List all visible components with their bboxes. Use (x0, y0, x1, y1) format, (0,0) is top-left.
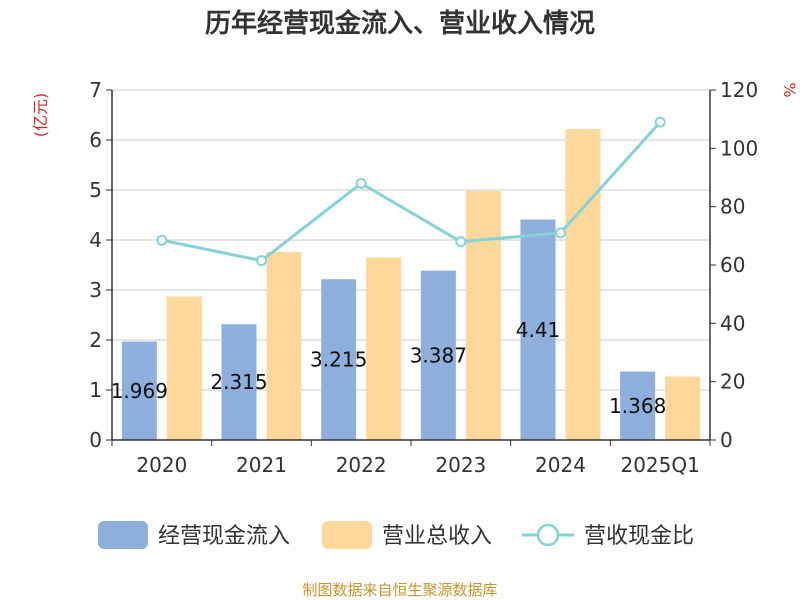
x-tick-label: 2023 (435, 453, 486, 477)
right-tick-label: 20 (720, 370, 745, 394)
legend-swatch (98, 521, 148, 549)
x-tick-label: 2024 (535, 453, 586, 477)
ratio-point (455, 236, 467, 248)
revenue-bar (266, 252, 302, 440)
right-tick-label: 60 (720, 253, 745, 277)
left-tick-label: 7 (89, 78, 102, 102)
right-tick-label: 80 (720, 195, 745, 219)
left-axis-unit: (亿元) (31, 93, 50, 138)
left-tick-label: 2 (89, 328, 102, 352)
source-note: 制图数据来自恒生聚源数据库 (302, 581, 497, 599)
revenue-bar (366, 257, 402, 440)
bar-data-label: 2.315 (210, 370, 267, 394)
legend-swatch (322, 521, 372, 549)
right-tick-label: 40 (720, 311, 745, 335)
right-tick-label: 100 (720, 136, 758, 160)
x-tick-label: 2021 (236, 453, 287, 477)
bar-data-label: 3.387 (410, 343, 467, 367)
x-tick-label: 2020 (136, 453, 187, 477)
left-tick-label: 3 (89, 278, 102, 302)
x-tick-label: 2025Q1 (620, 453, 699, 477)
cash-inflow-bar (321, 279, 357, 440)
ratio-line (161, 121, 662, 263)
left-tick-label: 1 (89, 378, 102, 402)
x-tick-label: 2022 (336, 453, 387, 477)
bar-data-label: 1.368 (609, 394, 666, 418)
ratio-point (654, 116, 666, 128)
right-tick-label: 120 (720, 78, 758, 102)
left-tick-label: 0 (89, 428, 102, 452)
ratio-point (555, 227, 566, 239)
axes: 0 1 2 3 4 5 6 7 0 20 40 60 80 100 120 2020 2021 2022 2023 2… (89, 78, 758, 477)
revenue-bar (166, 296, 202, 440)
left-tick-label: 6 (89, 128, 102, 152)
left-tick-label: 5 (89, 178, 102, 202)
legend: 经营现金流入 营业总收入 营收现金比 (98, 521, 694, 549)
legend-label: 经营现金流入 (158, 524, 290, 549)
legend-marker (536, 523, 560, 547)
legend-label: 营收现金比 (584, 524, 694, 549)
cash-inflow-bar (620, 371, 656, 440)
ratio-point (355, 177, 367, 189)
ratio-point (156, 234, 168, 246)
cash-inflow-bar (221, 324, 257, 440)
right-tick-label: 0 (720, 428, 733, 452)
revenue-bar (665, 376, 701, 440)
data-labels: 1.969 2.315 3.215 3.387 4.41 1.368 (111, 318, 667, 418)
chart-title: 历年经营现金流入、营业收入情况 (205, 8, 595, 39)
revenue-bar (465, 191, 501, 440)
legend-label: 营业总收入 (382, 524, 492, 549)
line-series (156, 116, 666, 267)
bar-data-label: 4.41 (516, 318, 561, 342)
revenue-bar (565, 129, 601, 440)
bars (121, 129, 701, 440)
bar-data-label: 1.969 (111, 379, 168, 403)
cash-inflow-bar (520, 219, 556, 440)
cash-inflow-bar (420, 270, 456, 440)
grid (112, 89, 710, 391)
cash-inflow-bar (121, 341, 157, 440)
left-tick-label: 4 (89, 228, 102, 252)
ratio-point (256, 255, 267, 267)
bar-data-label: 3.215 (310, 348, 367, 372)
right-axis-unit: % (780, 82, 799, 97)
